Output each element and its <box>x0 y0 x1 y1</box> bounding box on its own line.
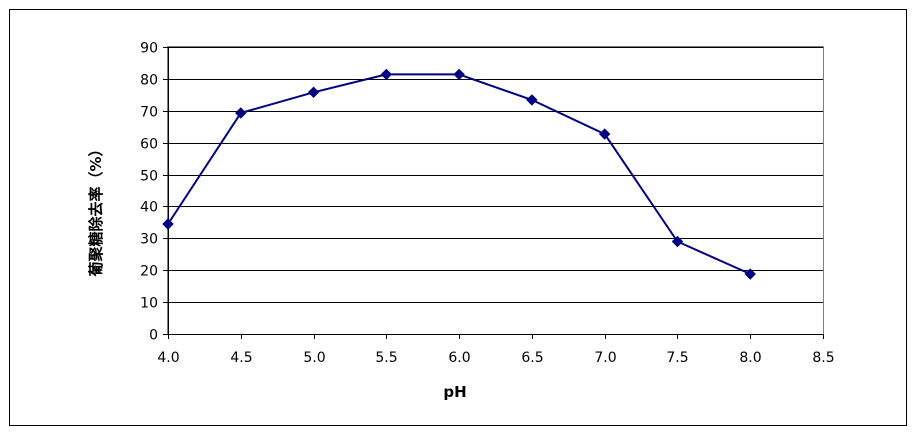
x-tick-label: 6.0 <box>448 350 470 366</box>
y-tick-label: 40 <box>140 200 158 216</box>
y-tick-label: 0 <box>149 328 158 344</box>
data-series <box>162 68 756 280</box>
y-axis: 0 10 20 30 40 50 60 70 80 90 <box>140 41 169 344</box>
y-tick-label: 20 <box>140 264 158 280</box>
data-point <box>744 268 756 280</box>
x-tick-label: 8.5 <box>812 350 834 366</box>
data-point <box>526 94 538 106</box>
y-tick-label: 30 <box>140 232 158 248</box>
data-point <box>162 218 174 230</box>
y-tick-label: 90 <box>140 41 158 57</box>
y-tick-label: 60 <box>140 137 158 153</box>
x-tick-label: 7.0 <box>594 350 616 366</box>
y-axis-title: 葡聚糖除去率（%） <box>87 141 105 277</box>
x-tick-label: 4.5 <box>230 350 252 366</box>
x-tick-label: 6.5 <box>521 350 543 366</box>
x-tick-label: 4.0 <box>157 350 179 366</box>
data-point <box>380 68 393 81</box>
data-point <box>671 235 684 248</box>
x-tick-label: 5.5 <box>375 350 397 366</box>
data-point <box>235 107 247 119</box>
x-tick-label: 5.0 <box>303 350 325 366</box>
x-axis: 4.0 4.5 5.0 5.5 6.0 6.5 7.0 7.5 8.0 8.5 <box>157 334 835 366</box>
x-axis-title: pH <box>443 383 466 401</box>
y-tick-label: 50 <box>140 169 158 185</box>
data-point <box>598 128 611 140</box>
x-tick-label: 8.0 <box>739 350 761 366</box>
gridlines <box>168 47 823 303</box>
x-tick-label: 7.5 <box>666 350 688 366</box>
data-point <box>453 68 465 81</box>
y-tick-label: 80 <box>140 73 158 89</box>
y-tick-label: 70 <box>140 105 158 121</box>
data-point <box>307 86 320 98</box>
y-tick-label: 10 <box>140 296 158 312</box>
